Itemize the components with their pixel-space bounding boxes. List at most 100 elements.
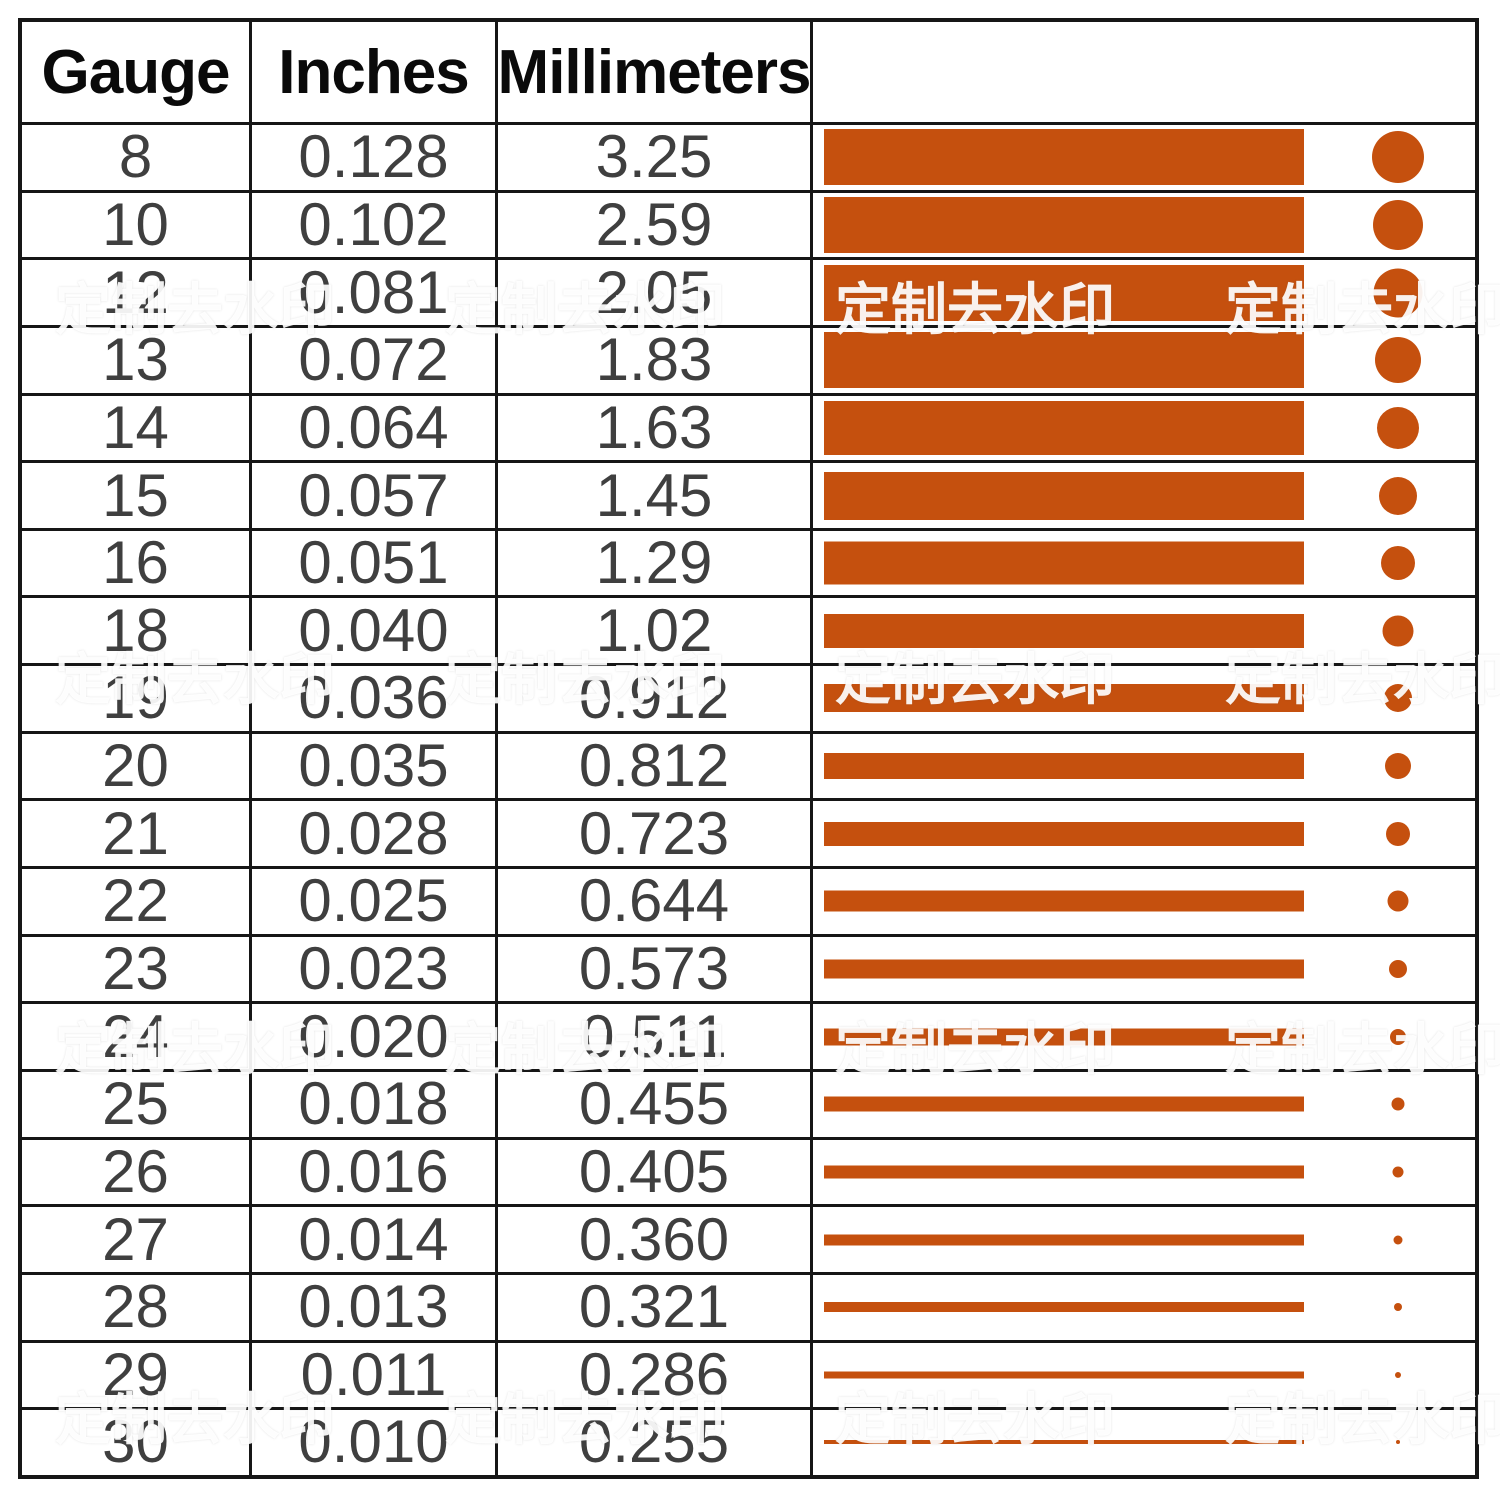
diameter-dot — [1392, 1166, 1404, 1178]
thickness-bar — [824, 1096, 1304, 1112]
bar-cell — [813, 260, 1475, 325]
thickness-bar — [824, 471, 1304, 520]
bar-cell — [813, 1004, 1475, 1069]
header-cell-visual — [813, 22, 1475, 122]
diameter-dot — [1391, 1097, 1405, 1111]
gauge-cell: 25 — [22, 1071, 252, 1137]
inches-cell: 0.057 — [252, 463, 498, 528]
inches-cell: 0.040 — [252, 598, 498, 664]
thickness-bar — [824, 1440, 1304, 1445]
diameter-dot — [1395, 1371, 1401, 1378]
inches-cell: 0.013 — [252, 1274, 498, 1340]
mm-cell: 0.573 — [498, 936, 813, 1002]
thickness-bar — [824, 1371, 1304, 1379]
mm-cell: 3.25 — [498, 125, 813, 190]
table-row: 8 0.128 3.25 — [22, 122, 1475, 190]
diameter-dot — [1394, 1303, 1402, 1312]
mm-cell: 0.455 — [498, 1071, 813, 1137]
table-row: 26 0.016 0.405 — [22, 1136, 1475, 1205]
inches-cell: 0.072 — [252, 327, 498, 393]
header-cell-gauge: Gauge — [22, 22, 252, 122]
thickness-bar — [824, 1028, 1304, 1046]
inches-cell: 0.128 — [252, 125, 498, 190]
mm-cell: 0.912 — [498, 666, 813, 731]
thickness-bar — [824, 1234, 1304, 1246]
bar-cell — [813, 1140, 1475, 1205]
diameter-dot — [1385, 753, 1411, 780]
gauge-cell: 22 — [22, 869, 252, 934]
bar-cell — [813, 1410, 1475, 1475]
table-row: 25 0.018 0.455 — [22, 1068, 1475, 1137]
inches-cell: 0.020 — [252, 1004, 498, 1069]
bar-cell — [813, 463, 1475, 528]
gauge-cell: 10 — [22, 192, 252, 258]
mm-cell: 1.45 — [498, 463, 813, 528]
bar-cell — [813, 869, 1475, 934]
diameter-dot — [1379, 476, 1417, 515]
header-row: Gauge Inches Millimeters — [22, 22, 1475, 122]
mm-cell: 1.63 — [498, 395, 813, 461]
table-row: 20 0.035 0.812 — [22, 730, 1475, 799]
gauge-cell: 29 — [22, 1342, 252, 1408]
table-row: 30 0.010 0.255 — [22, 1407, 1475, 1475]
thickness-bar — [824, 332, 1304, 389]
thickness-bar — [824, 753, 1304, 780]
inches-cell: 0.102 — [252, 192, 498, 258]
mm-cell: 0.360 — [498, 1207, 813, 1272]
gauge-cell: 28 — [22, 1274, 252, 1340]
table-row: 15 0.057 1.45 — [22, 460, 1475, 528]
gauge-cell: 20 — [22, 733, 252, 799]
thickness-bar — [824, 613, 1304, 648]
bar-cell — [813, 666, 1475, 731]
gauge-cell: 19 — [22, 666, 252, 731]
thickness-bar — [824, 129, 1304, 186]
diameter-dot — [1373, 199, 1423, 250]
gauge-cell: 30 — [22, 1410, 252, 1475]
diameter-dot — [1372, 131, 1424, 184]
diameter-dot — [1389, 960, 1407, 978]
bar-cell — [813, 1207, 1475, 1272]
thickness-bar — [824, 1302, 1304, 1313]
table-body: 8 0.128 3.25 10 0.102 2.59 12 0.081 2.05 — [22, 122, 1475, 1475]
table-row: 13 0.072 1.83 — [22, 324, 1475, 393]
thickness-bar — [824, 264, 1304, 321]
gauge-cell: 15 — [22, 463, 252, 528]
thickness-bar — [824, 196, 1304, 253]
inches-cell: 0.035 — [252, 733, 498, 799]
gauge-cell: 27 — [22, 1207, 252, 1272]
inches-cell: 0.025 — [252, 869, 498, 934]
gauge-cell: 24 — [22, 1004, 252, 1069]
diameter-dot — [1375, 337, 1421, 384]
bar-cell — [813, 328, 1475, 393]
thickness-bar — [824, 890, 1304, 912]
gauge-cell: 14 — [22, 395, 252, 461]
inches-cell: 0.014 — [252, 1207, 498, 1272]
thickness-bar — [824, 1165, 1304, 1179]
mm-cell: 1.02 — [498, 598, 813, 664]
bar-cell — [813, 801, 1475, 866]
inches-cell: 0.018 — [252, 1071, 498, 1137]
table-row: 12 0.081 2.05 — [22, 257, 1475, 325]
inches-cell: 0.023 — [252, 936, 498, 1002]
table-row: 22 0.025 0.644 — [22, 866, 1475, 934]
table-row: 24 0.020 0.511 — [22, 1001, 1475, 1069]
thickness-bar — [824, 821, 1304, 846]
gauge-cell: 18 — [22, 598, 252, 664]
thickness-bar — [824, 959, 1304, 979]
table-row: 18 0.040 1.02 — [22, 595, 1475, 664]
bar-cell — [813, 734, 1475, 799]
mm-cell: 1.29 — [498, 530, 813, 596]
mm-cell: 2.05 — [498, 260, 813, 325]
thickness-bar — [824, 400, 1304, 455]
inches-cell: 0.081 — [252, 260, 498, 325]
inches-cell: 0.010 — [252, 1410, 498, 1475]
table-row: 29 0.011 0.286 — [22, 1339, 1475, 1408]
thickness-bar — [824, 684, 1304, 713]
gauge-cell: 23 — [22, 936, 252, 1002]
diameter-dot — [1393, 1235, 1403, 1245]
mm-cell: 2.59 — [498, 192, 813, 258]
table-row: 19 0.036 0.912 — [22, 663, 1475, 731]
gauge-table: Gauge Inches Millimeters 8 0.128 3.25 10… — [18, 18, 1479, 1479]
table-row: 28 0.013 0.321 — [22, 1271, 1475, 1340]
